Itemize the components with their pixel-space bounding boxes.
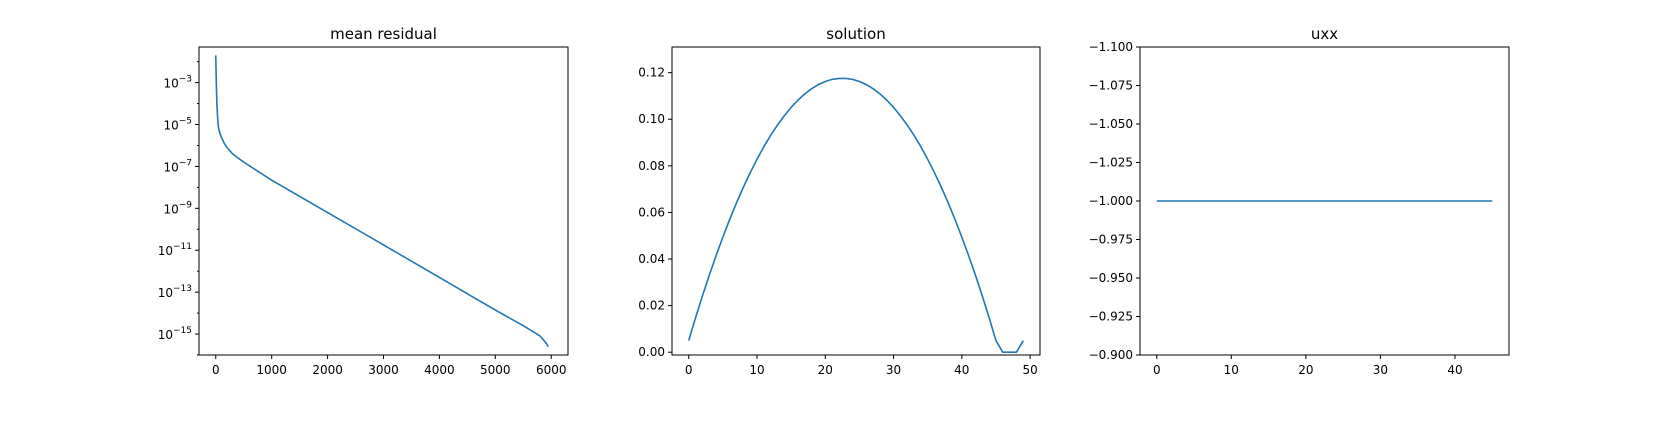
y-tick-label-uxx: −0.975: [1089, 233, 1133, 247]
y-tick-uxx: −0.975: [1089, 233, 1140, 247]
x-tick-label-mean-residual: 2000: [312, 363, 343, 377]
y-tick-label-mean-residual: 10−15: [158, 326, 192, 342]
x-tick-mean-residual: 5000: [480, 355, 511, 377]
x-tick-label-solution: 40: [954, 363, 969, 377]
chart-uxx: uxx 0 10 20 30 40 −1.100 −1.075 −1.050 −1.025 −1.…: [1089, 25, 1510, 377]
x-tick-label-solution: 50: [1022, 363, 1037, 377]
y-tick-label-mean-residual: 10−3: [163, 75, 192, 91]
y-tick-uxx: −1.100: [1089, 40, 1140, 54]
y-tick-label-uxx: −1.050: [1089, 117, 1133, 131]
x-tick-label-uxx: 0: [1153, 363, 1161, 377]
y-tick-solution: 0.08: [638, 159, 672, 173]
y-tick-label-uxx: −1.100: [1089, 40, 1133, 54]
x-tick-mean-residual: 2000: [312, 355, 343, 377]
y-tick-solution: 0.00: [638, 345, 672, 359]
y-tick-uxx: −1.000: [1089, 194, 1140, 208]
x-tick-label-uxx: 10: [1224, 363, 1239, 377]
y-tick-uxx: −1.075: [1089, 79, 1140, 93]
x-tick-label-uxx: 30: [1373, 363, 1388, 377]
y-tick-uxx: −1.050: [1089, 117, 1140, 131]
chart-title-mean-residual: mean residual: [330, 25, 437, 43]
x-tick-uxx: 30: [1373, 355, 1388, 377]
y-tick-mean-residual: 10−3: [163, 75, 199, 91]
y-tick-uxx: −1.025: [1089, 156, 1140, 170]
y-tick-solution: 0.10: [638, 112, 672, 126]
x-tick-solution: 10: [749, 355, 765, 377]
x-tick-mean-residual: 4000: [424, 355, 455, 377]
y-tick-mean-residual: 10−15: [158, 326, 199, 342]
x-tick-mean-residual: 0: [212, 355, 220, 377]
chart-title-uxx: uxx: [1311, 25, 1338, 43]
y-tick-label-solution: 0.04: [638, 252, 665, 266]
x-tick-label-solution: 20: [818, 363, 833, 377]
y-tick-solution: 0.02: [638, 299, 672, 313]
y-tick-label-mean-residual: 10−13: [158, 284, 192, 300]
y-tick-label-solution: 0.00: [638, 345, 665, 359]
x-tick-solution: 0: [685, 355, 693, 377]
y-tick-label-uxx: −0.925: [1089, 310, 1133, 324]
x-tick-solution: 20: [818, 355, 833, 377]
x-tick-label-solution: 10: [749, 363, 764, 377]
x-tick-label-uxx: 40: [1447, 363, 1462, 377]
x-tick-label-mean-residual: 1000: [256, 363, 287, 377]
y-tick-label-mean-residual: 10−11: [158, 242, 192, 258]
x-tick-mean-residual: 6000: [536, 355, 567, 377]
x-tick-uxx: 40: [1447, 355, 1463, 377]
x-tick-mean-residual: 1000: [256, 355, 287, 377]
x-tick-label-mean-residual: 4000: [424, 363, 455, 377]
y-tick-label-uxx: −1.025: [1089, 156, 1133, 170]
y-tick-label-solution: 0.06: [638, 205, 665, 219]
y-tick-label-uxx: −1.000: [1089, 194, 1133, 208]
y-tick-solution: 0.06: [638, 205, 672, 219]
x-tick-label-uxx: 20: [1298, 363, 1313, 377]
y-tick-label-solution: 0.08: [638, 159, 665, 173]
x-tick-uxx: 10: [1224, 355, 1239, 377]
x-tick-label-mean-residual: 3000: [368, 363, 399, 377]
chart-solution: solution 0 10 20 30 40 50 0.00 0.02 0.04 0.06 0.08…: [638, 25, 1041, 377]
y-tick-uxx: −0.925: [1089, 310, 1140, 324]
y-tick-label-solution: 0.12: [638, 66, 665, 80]
y-tick-label-mean-residual: 10−7: [163, 158, 192, 174]
x-tick-mean-residual: 3000: [368, 355, 399, 377]
y-tick-solution: 0.04: [638, 252, 672, 266]
y-tick-label-uxx: −0.900: [1089, 348, 1133, 362]
y-tick-mean-residual: 10−5: [163, 117, 199, 133]
x-tick-label-mean-residual: 5000: [480, 363, 511, 377]
y-tick-mean-residual: 10−9: [163, 200, 199, 216]
y-tick-mean-residual: 10−11: [158, 242, 199, 258]
y-tick-label-mean-residual: 10−5: [163, 117, 192, 133]
x-tick-uxx: 0: [1153, 355, 1161, 377]
y-tick-label-uxx: −0.950: [1089, 271, 1133, 285]
x-tick-label-mean-residual: 0: [212, 363, 220, 377]
y-tick-mean-residual: 10−13: [158, 284, 199, 300]
chart-mean-residual: mean residual 0 1000 2000 3000 4000 5000 6000 1…: [158, 25, 569, 377]
x-tick-uxx: 20: [1298, 355, 1314, 377]
y-tick-solution: 0.12: [638, 66, 672, 80]
axes-frame-solution: [671, 46, 1041, 356]
y-tick-label-solution: 0.02: [638, 299, 665, 313]
y-tick-uxx: −0.900: [1089, 348, 1140, 362]
series-line-mean-residual: [214, 55, 550, 348]
x-tick-solution: 50: [1022, 355, 1038, 377]
x-tick-label-solution: 30: [886, 363, 901, 377]
y-tick-label-mean-residual: 10−9: [163, 200, 192, 216]
axes-frame-mean-residual: [198, 46, 569, 356]
series-line-solution: [687, 77, 1024, 354]
x-tick-label-mean-residual: 6000: [536, 363, 567, 377]
x-tick-solution: 40: [954, 355, 969, 377]
x-tick-label-solution: 0: [685, 363, 693, 377]
y-tick-mean-residual: 10−7: [163, 158, 199, 174]
x-tick-solution: 30: [886, 355, 901, 377]
chart-title-solution: solution: [826, 25, 885, 43]
y-tick-uxx: −0.950: [1089, 271, 1140, 285]
y-tick-label-uxx: −1.075: [1089, 79, 1133, 93]
y-tick-label-solution: 0.10: [638, 112, 665, 126]
